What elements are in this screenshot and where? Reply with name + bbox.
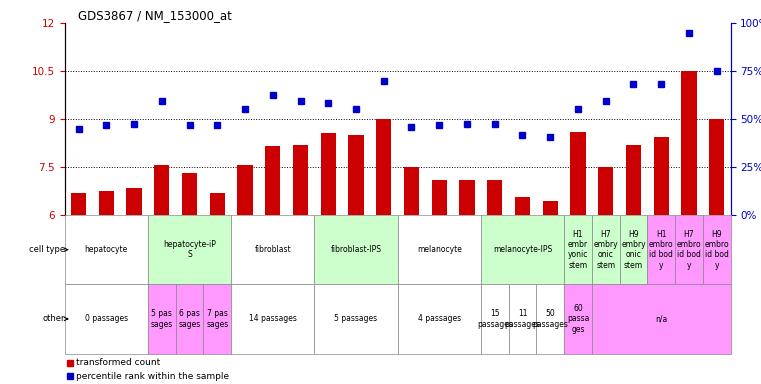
Text: fibroblast-IPS: fibroblast-IPS <box>330 245 381 254</box>
Text: H9
embro
id bod
y: H9 embro id bod y <box>705 230 729 270</box>
Bar <box>709 119 724 215</box>
Bar <box>397 215 481 284</box>
Bar <box>176 284 203 354</box>
Bar <box>648 215 675 284</box>
Text: n/a: n/a <box>655 314 667 323</box>
Text: H1
embr
yonic
stem: H1 embr yonic stem <box>568 230 588 270</box>
Bar <box>320 134 336 215</box>
Text: melanocyte-IPS: melanocyte-IPS <box>493 245 552 254</box>
Bar <box>592 284 731 354</box>
Text: percentile rank within the sample: percentile rank within the sample <box>76 372 229 381</box>
Text: 5 pas
sages: 5 pas sages <box>151 309 173 329</box>
Bar <box>598 167 613 215</box>
Text: H1
embro
id bod
y: H1 embro id bod y <box>649 230 673 270</box>
Text: 50
passages: 50 passages <box>532 309 568 329</box>
Bar <box>397 284 481 354</box>
Text: 6 pas
sages: 6 pas sages <box>178 309 201 329</box>
Bar <box>231 284 314 354</box>
Bar <box>293 145 308 215</box>
Bar <box>154 166 170 215</box>
Text: H7
embro
id bod
y: H7 embro id bod y <box>677 230 701 270</box>
Bar <box>65 215 148 284</box>
Text: 11
passages: 11 passages <box>505 309 540 329</box>
Bar <box>231 215 314 284</box>
Text: H7
embry
onic
stem: H7 embry onic stem <box>594 230 618 270</box>
Text: 5 passages: 5 passages <box>334 314 377 323</box>
Bar <box>314 215 397 284</box>
Bar <box>349 135 364 215</box>
Bar <box>99 191 114 215</box>
Bar <box>592 215 619 284</box>
Bar <box>404 167 419 215</box>
Text: melanocyte: melanocyte <box>417 245 462 254</box>
Bar <box>543 201 558 215</box>
Bar <box>681 71 696 215</box>
Text: 0 passages: 0 passages <box>84 314 128 323</box>
Bar <box>376 119 391 215</box>
Bar <box>675 215 703 284</box>
Bar <box>203 284 231 354</box>
Text: hepatocyte: hepatocyte <box>84 245 128 254</box>
Bar <box>619 215 648 284</box>
Text: fibroblast: fibroblast <box>254 245 291 254</box>
Text: transformed count: transformed count <box>76 358 160 367</box>
Bar <box>703 215 731 284</box>
Bar <box>508 284 537 354</box>
Bar <box>71 193 86 215</box>
Bar <box>209 193 225 215</box>
Bar <box>515 197 530 215</box>
Bar <box>481 215 564 284</box>
Bar <box>126 188 142 215</box>
Bar <box>460 180 475 215</box>
Text: 60
passa
ges: 60 passa ges <box>567 304 589 334</box>
Text: 7 pas
sages: 7 pas sages <box>206 309 228 329</box>
Bar <box>487 180 502 215</box>
Text: 14 passages: 14 passages <box>249 314 297 323</box>
Text: other: other <box>42 314 68 323</box>
Text: H9
embry
onic
stem: H9 embry onic stem <box>621 230 646 270</box>
Text: GDS3867 / NM_153000_at: GDS3867 / NM_153000_at <box>78 9 232 22</box>
Bar <box>148 215 231 284</box>
Bar <box>654 137 669 215</box>
Bar <box>481 284 508 354</box>
Text: 15
passages: 15 passages <box>477 309 513 329</box>
Bar <box>265 146 280 215</box>
Bar <box>237 166 253 215</box>
Text: hepatocyte-iP
S: hepatocyte-iP S <box>163 240 216 259</box>
Bar <box>65 284 148 354</box>
Bar <box>537 284 564 354</box>
Bar <box>182 174 197 215</box>
Bar <box>564 215 592 284</box>
Text: cell type: cell type <box>29 245 68 254</box>
Bar <box>431 180 447 215</box>
Text: 4 passages: 4 passages <box>418 314 461 323</box>
Bar <box>626 145 641 215</box>
Bar <box>570 132 586 215</box>
Bar <box>564 284 592 354</box>
Bar <box>148 284 176 354</box>
Bar <box>314 284 397 354</box>
